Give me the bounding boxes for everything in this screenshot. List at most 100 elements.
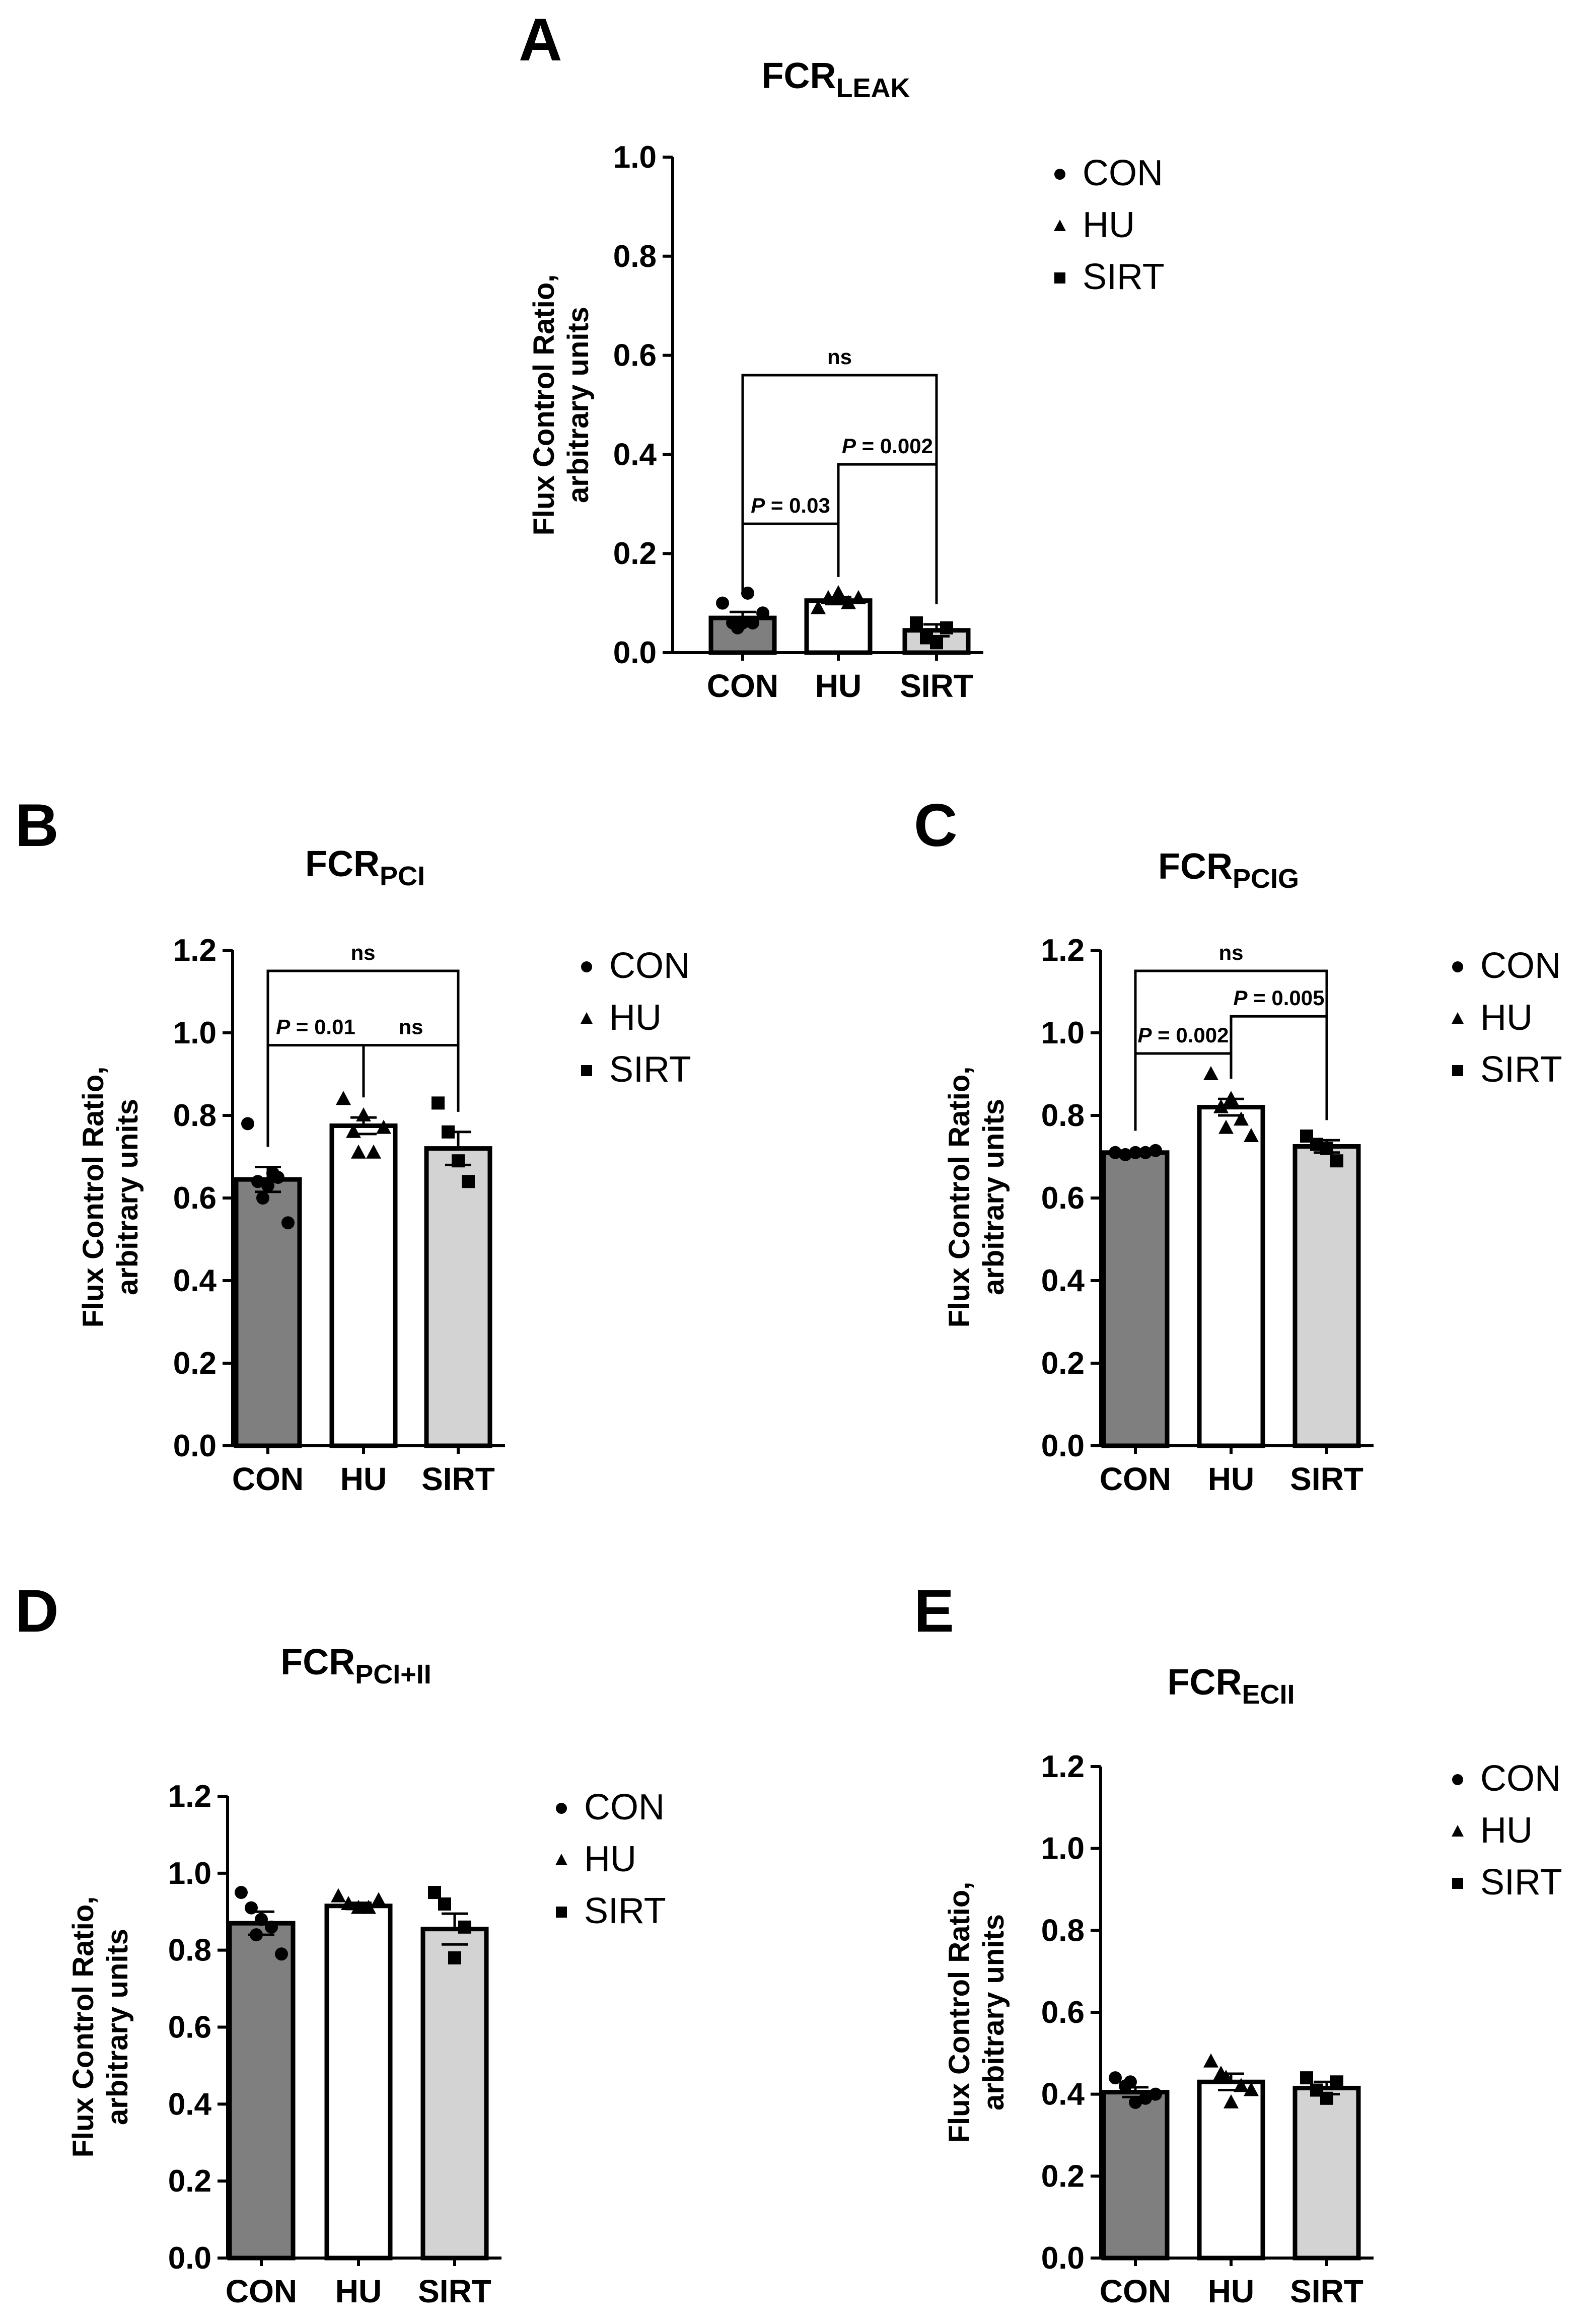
data-point-triangle (351, 1899, 366, 1914)
legend-label: SIRT (1083, 257, 1165, 297)
y-axis-label: Flux Control Ratio,arbitrary units (943, 1882, 1010, 2143)
y-tick-label: 0.0 (1041, 1429, 1085, 1463)
bar-con (227, 1921, 296, 2261)
legend-marker-circle (581, 961, 592, 972)
data-point-triangle (1244, 2082, 1259, 2096)
data-point-circle (1149, 2087, 1162, 2101)
y-tick-label: 0.8 (1041, 1913, 1085, 1948)
legend-marker-circle (556, 1803, 567, 1814)
x-tick-label: HU (335, 2273, 382, 2309)
y-tick-label: 1.2 (1041, 933, 1085, 968)
chart-title: FCRECII (1167, 1662, 1295, 1710)
x-tick-label: CON (707, 668, 778, 704)
y-tick-label: 0.8 (1041, 1098, 1085, 1133)
y-tick-label: 0.8 (613, 239, 657, 274)
x-tick-label: CON (1100, 2273, 1171, 2309)
bar-hu (329, 1123, 398, 1448)
y-tick-label: 0.4 (1041, 2077, 1085, 2112)
data-point-circle (275, 1947, 288, 1961)
significance-label: P = 0.002 (1138, 1023, 1229, 1047)
data-point-square (452, 1154, 465, 1168)
data-point-circle (281, 1216, 295, 1230)
data-point-circle (741, 586, 754, 600)
data-point-triangle (351, 1144, 366, 1159)
bar-hu (324, 1904, 393, 2261)
legend-marker-triangle (555, 1854, 567, 1865)
chart-title: FCRPCI+II (280, 1642, 432, 1689)
panel-b: B FCRPCI Flux Control Ratio,arbitrary unit… (15, 792, 691, 1497)
data-point-triangle (376, 1119, 391, 1134)
data-point-square (448, 1951, 461, 1964)
legend-marker-triangle (1452, 1825, 1464, 1837)
data-point-triangle (1203, 1066, 1218, 1080)
panel-c: C FCRPCIG Flux Control Ratio,arbitrary uni… (914, 792, 1562, 1497)
x-tick-label: SIRT (1290, 1461, 1363, 1497)
chart-title: FCRLEAK (762, 56, 910, 103)
y-tick-label: 0.8 (173, 1098, 217, 1133)
y-tick-label: 0.0 (173, 1429, 217, 1463)
data-point-circle (256, 1191, 269, 1205)
bar-sirt (1292, 2085, 1361, 2261)
y-tick-label: 0.8 (168, 1933, 211, 1968)
data-point-triangle (1234, 2078, 1249, 2092)
panel-d: D FCRPCI+II Flux Control Ratio,arbitrary u… (15, 1577, 666, 2309)
data-point-circle (241, 1117, 254, 1131)
data-point-circle (1149, 1144, 1162, 1157)
legend-label: SIRT (584, 1891, 666, 1931)
y-axis-label: Flux Control Ratio,arbitrary units (77, 1067, 144, 1328)
y-tick-label: 0.2 (173, 1346, 217, 1381)
chart-title: FCRPCI (305, 844, 425, 891)
x-tick-label: HU (815, 668, 861, 704)
y-tick-label: 1.2 (1041, 1749, 1085, 1784)
legend-marker-square (581, 1065, 592, 1076)
significance-bracket (362, 1044, 460, 1112)
significance-label: P = 0.01 (276, 1015, 355, 1039)
y-tick-label: 0.6 (1041, 1181, 1085, 1216)
x-tick-label: HU (1208, 2273, 1254, 2309)
y-tick-label: 1.2 (173, 933, 217, 968)
significance-bracket (837, 463, 938, 604)
legend-label: CON (609, 946, 690, 986)
legend-label: HU (1480, 1810, 1533, 1851)
x-tick-label: CON (1100, 1461, 1171, 1497)
y-tick-label: 0.4 (173, 1263, 217, 1298)
y-tick-label: 0.6 (173, 1181, 217, 1216)
data-point-circle (1129, 2095, 1142, 2109)
data-point-circle (746, 616, 759, 629)
y-axis-label: Flux Control Ratio,arbitrary units (943, 1067, 1010, 1328)
significance-label: ns (350, 941, 375, 964)
panel-letter: B (15, 792, 59, 859)
data-point-circle (261, 1179, 274, 1192)
x-tick-label: CON (226, 2273, 297, 2309)
data-point-circle (265, 1920, 278, 1934)
y-tick-label: 0.6 (1041, 1995, 1085, 2030)
panel-e: E FCRECII Flux Control Ratio,arbitrary uni… (914, 1577, 1562, 2309)
legend-marker-circle (1452, 961, 1463, 972)
data-point-triangle (1203, 2053, 1218, 2068)
significance-label: P = 0.002 (842, 434, 933, 458)
y-tick-label: 1.0 (1041, 1832, 1085, 1866)
data-point-triangle (371, 1892, 386, 1907)
data-point-triangle (1224, 1091, 1239, 1105)
legend-marker-circle (1452, 1774, 1463, 1785)
y-tick-label: 1.0 (613, 140, 657, 175)
data-point-triangle (341, 1895, 356, 1910)
legend-label: HU (609, 998, 662, 1038)
y-tick-label: 0.0 (613, 636, 657, 670)
legend-marker-square (1452, 1878, 1463, 1889)
data-point-square (428, 1886, 441, 1899)
data-point-square (1330, 1154, 1343, 1168)
data-point-circle (266, 1166, 279, 1180)
bar-sirt (1292, 1144, 1361, 1448)
significance-label: P = 0.005 (1234, 986, 1325, 1010)
data-point-triangle (841, 595, 856, 609)
legend-marker-triangle (581, 1012, 593, 1024)
legend-marker-square (1452, 1065, 1463, 1076)
y-tick-label: 0.6 (168, 2010, 211, 2045)
y-tick-label: 0.2 (1041, 1346, 1085, 1381)
y-tick-label: 1.2 (168, 1779, 211, 1814)
bar-con (1101, 2090, 1170, 2261)
y-tick-label: 0.2 (168, 2164, 211, 2199)
data-point-circle (255, 1913, 268, 1926)
